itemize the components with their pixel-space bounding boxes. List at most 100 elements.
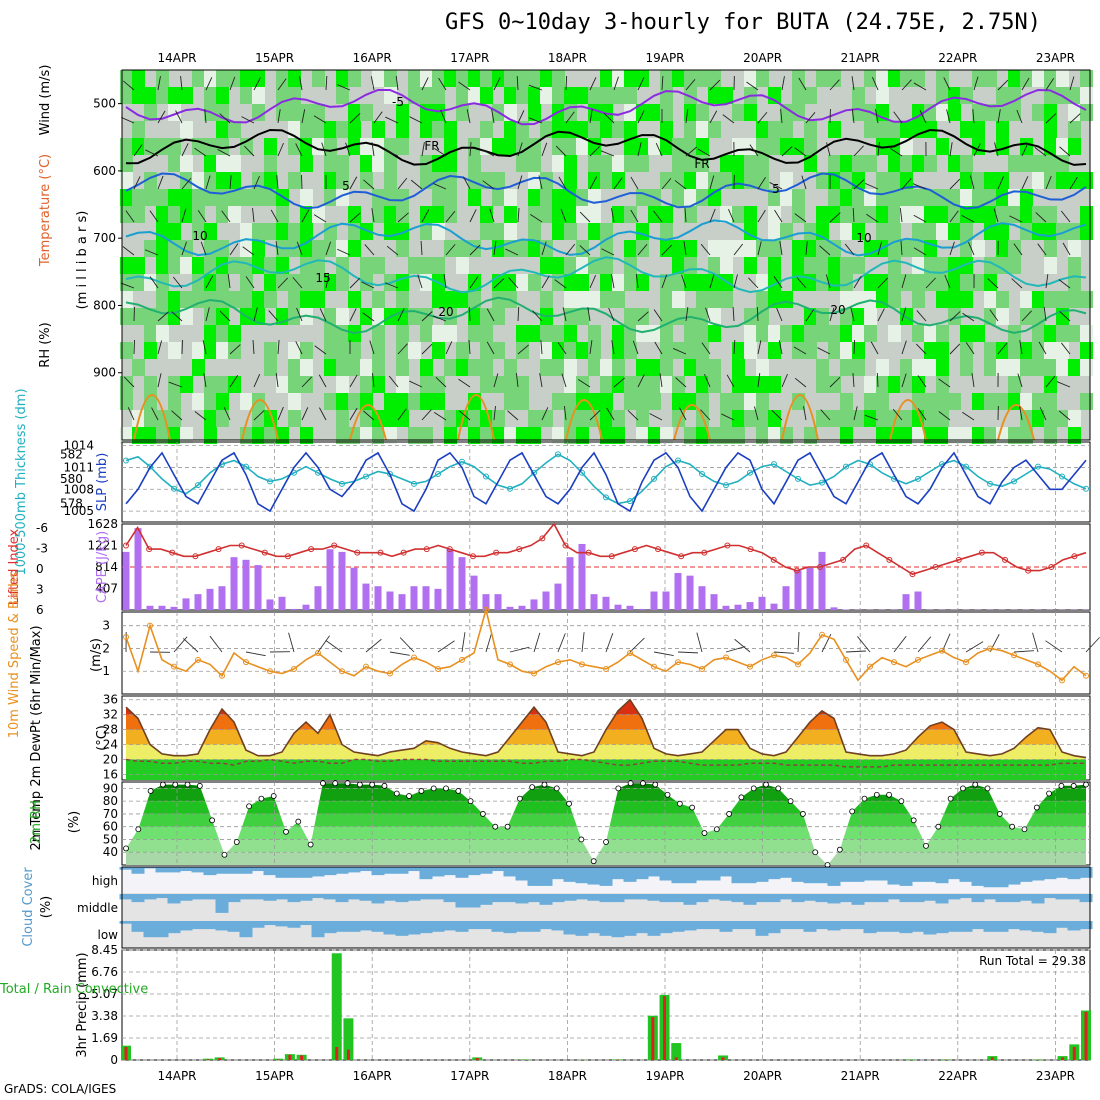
rh-cell xyxy=(972,325,985,342)
wind-barb xyxy=(219,113,231,124)
cape-bar xyxy=(398,594,406,610)
wind-barb xyxy=(919,110,927,124)
rh-cell xyxy=(888,376,901,393)
rh-cell xyxy=(996,427,1009,444)
rh-cell xyxy=(564,138,577,155)
rh-cell xyxy=(1056,410,1069,427)
rh-cell xyxy=(996,121,1009,138)
rh-cell xyxy=(732,359,745,376)
chart-title: GFS 0~10day 3-hourly for BUTA (24.75E, 2… xyxy=(445,10,1042,35)
wind-barb xyxy=(517,175,523,190)
wind-barb xyxy=(541,241,547,256)
rh-cell xyxy=(864,325,877,342)
rh-cell xyxy=(1068,427,1081,444)
rh-cell xyxy=(900,427,913,444)
wind-barb xyxy=(325,75,328,91)
rh-cell xyxy=(288,87,301,104)
cloud-low-bar xyxy=(287,921,301,928)
temp-band xyxy=(126,714,1086,730)
rh-cell xyxy=(624,121,637,138)
rh-cell xyxy=(564,376,577,393)
cloud-high-bar xyxy=(131,867,145,874)
wind-barb xyxy=(562,307,567,322)
rh-cell xyxy=(588,104,601,121)
rh-cell xyxy=(768,223,781,240)
contour-label: FR xyxy=(694,157,709,171)
cloud-high-bar xyxy=(239,867,253,874)
thickness-line-marker xyxy=(435,471,441,477)
rh-cell xyxy=(1020,393,1033,410)
rh-point xyxy=(652,781,659,788)
rh-cell xyxy=(1032,410,1045,427)
rh-cell xyxy=(372,257,385,274)
rh-cell xyxy=(672,155,685,172)
rh-cell xyxy=(432,121,445,138)
rh-cell xyxy=(1008,240,1021,257)
rh-point xyxy=(135,826,142,833)
rh-cell xyxy=(1044,376,1057,393)
rh-cell xyxy=(336,121,349,138)
rh-cell xyxy=(384,70,397,87)
thickness-tick-label: 580 xyxy=(60,472,83,486)
rh-cell xyxy=(1008,427,1021,444)
wind-barb xyxy=(336,84,351,91)
rh-cell xyxy=(828,257,841,274)
rh-cell xyxy=(180,308,193,325)
cloud-high-bar xyxy=(539,867,553,886)
cloud-high-bar xyxy=(143,867,157,869)
rh-cell xyxy=(528,155,541,172)
cloud-low-bar xyxy=(947,921,961,932)
surface-wind-barb xyxy=(1085,637,1100,653)
cloud-low-bar xyxy=(1055,921,1069,928)
wind-speed-line-marker xyxy=(699,665,705,672)
precip-convective-bar xyxy=(651,1017,655,1060)
rh-cell xyxy=(528,189,541,206)
cloud-high-bar xyxy=(923,867,937,882)
rh-cell xyxy=(168,104,181,121)
rh-cell xyxy=(396,291,409,308)
rh-cell xyxy=(444,291,457,308)
rh-cell xyxy=(588,325,601,342)
rh-cell xyxy=(336,70,349,87)
wind-barb xyxy=(1062,242,1071,256)
rh-cell xyxy=(780,325,793,342)
wind-barb xyxy=(997,79,1009,91)
contour-label: 10 xyxy=(192,229,207,243)
rh-point xyxy=(603,839,609,845)
rh-cell xyxy=(1008,104,1021,121)
rh-cell xyxy=(936,70,949,87)
rh-cell xyxy=(840,274,853,291)
rh-cell xyxy=(1008,342,1021,359)
wind-barb xyxy=(864,414,879,421)
wind-tick-label: 2 xyxy=(102,641,110,655)
rh-cell xyxy=(216,70,229,87)
rh-cell xyxy=(600,70,613,87)
rh-cell xyxy=(156,257,169,274)
rh-cell xyxy=(984,206,997,223)
rh-cell xyxy=(888,223,901,240)
rh-cell xyxy=(672,189,685,206)
precip-total-bar xyxy=(1034,1059,1045,1060)
rh-cell xyxy=(324,155,337,172)
wind-barb xyxy=(299,76,303,91)
wind-speed-line-marker xyxy=(771,652,777,659)
rh-cell xyxy=(204,70,217,87)
rh-cell xyxy=(468,87,481,104)
rh-cell xyxy=(480,87,493,104)
wind-barb xyxy=(565,111,575,124)
wind-barb xyxy=(486,341,495,355)
wind-barb xyxy=(321,142,327,157)
rh-cell xyxy=(528,325,541,342)
rh-cell xyxy=(420,223,433,240)
rh-cell xyxy=(960,359,973,376)
thickness-line-marker xyxy=(459,458,465,465)
rh-cell xyxy=(120,393,133,410)
wind-barb xyxy=(900,241,903,256)
rh-cell xyxy=(588,359,601,376)
rh-cell xyxy=(552,223,565,240)
rh-cell xyxy=(612,427,625,444)
cape-bar xyxy=(278,596,286,610)
rh-cell xyxy=(792,189,805,206)
cloud-low-bar xyxy=(491,921,505,932)
rh-cell xyxy=(300,223,313,240)
